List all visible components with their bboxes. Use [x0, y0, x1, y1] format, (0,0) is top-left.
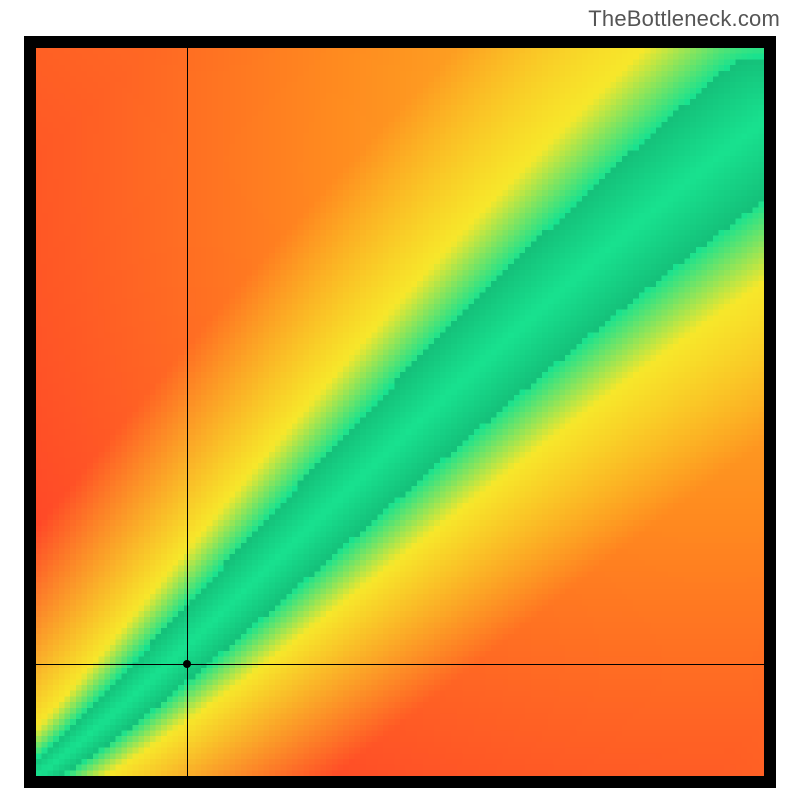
heatmap-chart: [24, 36, 776, 788]
watermark-text: TheBottleneck.com: [588, 6, 780, 32]
crosshair-horizontal: [36, 664, 764, 665]
heatmap-canvas: [36, 48, 764, 776]
crosshair-marker: [183, 660, 191, 668]
page-frame: TheBottleneck.com: [0, 0, 800, 800]
